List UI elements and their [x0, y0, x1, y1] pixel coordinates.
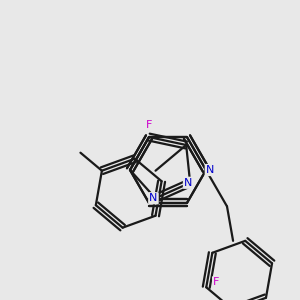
Text: F: F: [213, 277, 220, 287]
Text: N: N: [149, 193, 158, 203]
Text: F: F: [146, 120, 152, 130]
Text: N: N: [184, 178, 192, 188]
Text: N: N: [206, 165, 214, 175]
